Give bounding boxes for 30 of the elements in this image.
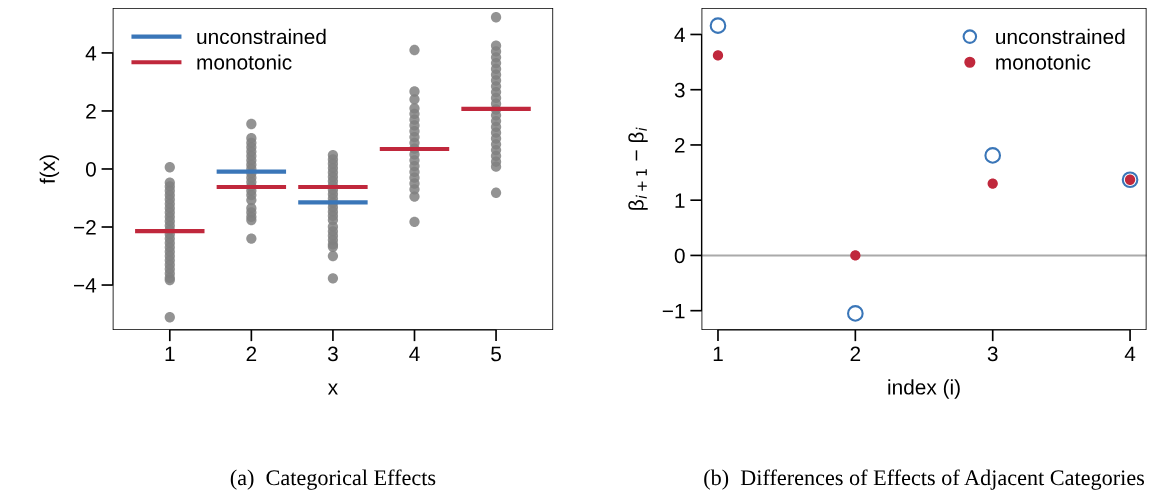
x-tick-label: 1 xyxy=(165,346,175,362)
y-tick-label: 4 xyxy=(674,27,685,43)
y-tick-label: −2 xyxy=(74,220,96,235)
y-tick-label: 3 xyxy=(674,82,685,98)
x-tick-label: 3 xyxy=(327,346,338,362)
x-tick-label: 2 xyxy=(246,346,257,362)
x-tick-label: 5 xyxy=(491,346,501,362)
text: (b) Differences of Effects of Adjacent Categories xyxy=(704,469,1145,490)
y-tick-label: 2 xyxy=(86,103,96,119)
x-axis-title: index (i) xyxy=(888,379,960,399)
legend-label: unconstrained xyxy=(197,28,326,45)
y-axis-title: β$_{i+1}$ − β$_{i}$ xyxy=(628,127,648,210)
x-tick-label: 1 xyxy=(713,346,723,362)
text: (a) Categorical Effects xyxy=(230,469,436,490)
x-tick-label: 4 xyxy=(1124,346,1136,362)
x-tick-label: 3 xyxy=(987,346,998,362)
y-axis-title: f(x) xyxy=(39,155,60,184)
y-tick-label: 0 xyxy=(85,161,96,177)
x-tick-label: 4 xyxy=(409,346,420,362)
legend-label: monotonic xyxy=(197,54,292,70)
y-tick-label: 2 xyxy=(674,137,685,153)
y-tick-label: −4 xyxy=(74,278,97,293)
legend-label: monotonic xyxy=(996,54,1091,70)
y-tick-label: 4 xyxy=(85,46,97,61)
legend-label: unconstrained xyxy=(996,28,1125,45)
y-tick-label: 0 xyxy=(674,248,685,264)
x-axis-title: x xyxy=(327,383,338,395)
y-tick-label: 1 xyxy=(675,193,685,208)
y-tick-label: −1 xyxy=(662,303,685,319)
x-tick-label: 2 xyxy=(850,346,861,362)
